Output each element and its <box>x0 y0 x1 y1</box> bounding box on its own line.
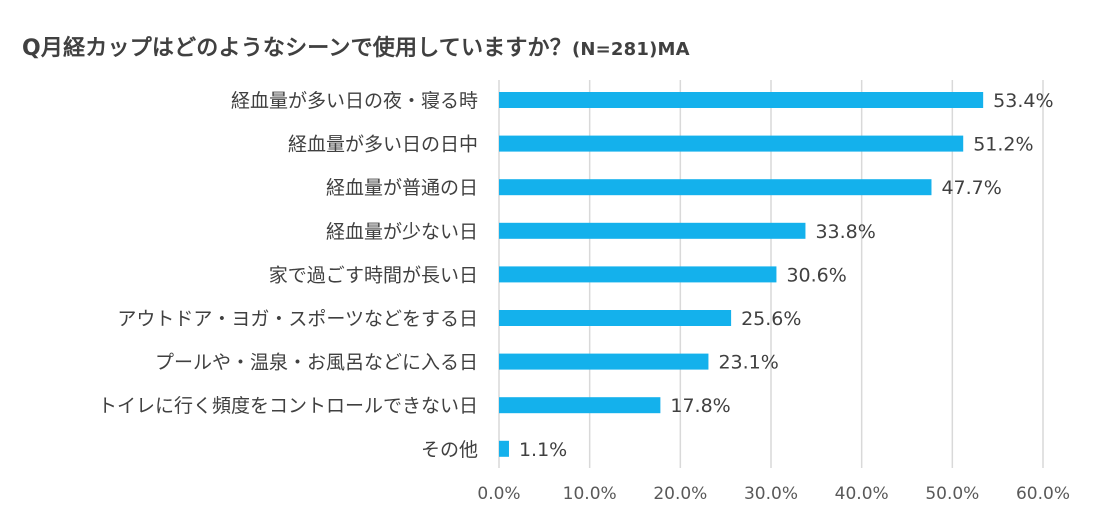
x-tick-label: 60.0% <box>1016 484 1070 504</box>
data-label: 23.1% <box>718 352 778 374</box>
data-label: 53.4% <box>993 90 1053 112</box>
chart-title: Q月経カップはどのようなシーンで使用していますか？(N=281)MA <box>22 30 690 62</box>
category-label: 経血量が多い日の夜・寝る時 <box>231 90 478 112</box>
data-label: 51.2% <box>973 134 1033 156</box>
bar <box>499 92 984 108</box>
data-label: 33.8% <box>815 221 875 243</box>
category-label: その他 <box>421 439 478 461</box>
category-label: 経血量が多い日の日中 <box>288 134 478 156</box>
category-label: トイレに行く頻度をコントロールできない日 <box>98 395 478 417</box>
bar <box>499 266 777 283</box>
bar <box>499 135 964 152</box>
category-label: 経血量が少ない日 <box>326 221 478 243</box>
bar <box>499 397 661 414</box>
data-label: 17.8% <box>670 395 730 417</box>
bar <box>499 222 806 239</box>
bar <box>499 353 709 370</box>
bar <box>499 440 509 457</box>
data-label: 30.6% <box>786 264 846 286</box>
x-tick-label: 20.0% <box>653 484 707 504</box>
data-label: 25.6% <box>741 308 801 330</box>
bar <box>499 310 732 326</box>
x-tick-label: 10.0% <box>563 484 617 504</box>
data-label: 47.7% <box>941 177 1001 199</box>
x-tick-label: 50.0% <box>925 484 979 504</box>
category-label: アウトドア・ヨガ・スポーツなどをする日 <box>117 308 478 330</box>
x-tick-label: 40.0% <box>835 484 889 504</box>
x-tick-label: 0.0% <box>477 484 520 504</box>
title-subtitle: (N=281)MA <box>571 39 690 60</box>
data-label: 1.1% <box>519 439 567 461</box>
category-label: 家で過ごす時間が長い日 <box>269 264 478 286</box>
title-main: Q月経カップはどのようなシーンで使用していますか？ <box>22 36 572 61</box>
category-label: プールや・温泉・お風呂などに入る日 <box>155 352 478 374</box>
x-tick-label: 30.0% <box>744 484 798 504</box>
category-label: 経血量が普通の日 <box>326 177 478 199</box>
bar <box>499 179 932 196</box>
